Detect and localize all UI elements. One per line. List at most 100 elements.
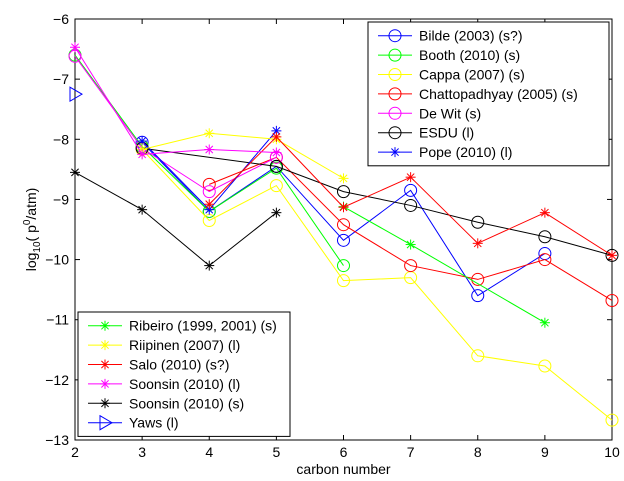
- legend-label: De Wit (s): [419, 105, 481, 121]
- data-point: [471, 215, 485, 229]
- data-point: [271, 207, 282, 218]
- legend-bottom-left: Ribeiro (1999, 2001) (s) Riipinen (2007) …: [77, 311, 291, 437]
- data-point: [605, 248, 619, 262]
- data-point: [539, 207, 550, 218]
- series-salo-2010-s: [204, 131, 617, 261]
- x-tick-label: 5: [272, 444, 280, 460]
- marker-stroke: [608, 251, 616, 260]
- marker-stroke: [71, 168, 79, 177]
- legend-marker: [100, 378, 110, 389]
- data-point: [204, 128, 215, 139]
- data-point: [269, 179, 283, 193]
- data-point: [70, 167, 80, 178]
- legend-item: Booth (2010) (s): [378, 47, 520, 63]
- ticks-layer: 2 3 4 5 6 7 8 9 10 −13 −12 −11 −10 −9 −8 −7 −6: [45, 11, 620, 460]
- data-point: [337, 233, 350, 247]
- data-point: [404, 183, 418, 197]
- y-tick-label: −7: [53, 71, 69, 87]
- marker-stroke: [101, 321, 109, 330]
- data-point: [471, 289, 485, 303]
- legend-marker: [388, 29, 402, 43]
- marker-stroke: [205, 145, 214, 154]
- marker-stroke: [339, 203, 348, 212]
- marker-stroke: [272, 148, 281, 157]
- data-point: [404, 198, 418, 212]
- legend-item: ESDU (l): [378, 125, 474, 141]
- series-soonsin-2010-s: [70, 167, 282, 271]
- legend-item: De Wit (s): [378, 105, 481, 121]
- y-tick-label: −13: [45, 432, 69, 448]
- legend-box: [77, 311, 291, 437]
- marker-stroke: [101, 379, 109, 388]
- data-point: [538, 359, 552, 373]
- series-line: [142, 147, 613, 256]
- legend-item: Chattopadhyay (2005) (s): [378, 86, 578, 102]
- data-point: [70, 42, 80, 53]
- series-line: [74, 171, 277, 267]
- legend-marker: [388, 48, 402, 62]
- data-point: [472, 238, 483, 249]
- legend-item: Bilde (2003) (s?): [378, 28, 523, 44]
- marker-stroke: [272, 132, 281, 141]
- legend-marker: [388, 126, 402, 140]
- marker-stroke: [101, 341, 109, 350]
- legend-label: Chattopadhyay (2005) (s): [419, 86, 578, 102]
- legend-item: Soonsin (2010) (s): [88, 395, 244, 411]
- legend-marker: [388, 87, 402, 101]
- data-point: [204, 199, 215, 210]
- marker-stroke: [473, 239, 482, 248]
- legend-marker: [100, 359, 110, 370]
- legend-marker: [388, 106, 402, 120]
- legend-item: Cappa (2007) (s): [378, 67, 525, 83]
- y-tick-label: −10: [45, 252, 69, 268]
- legend-label: Riipinen (2007) (l): [129, 337, 240, 353]
- marker-stroke: [138, 205, 147, 214]
- data-point: [204, 260, 215, 271]
- legend-item: Ribeiro (1999, 2001) (s): [88, 318, 277, 334]
- marker-stroke: [101, 360, 109, 369]
- y-tick-label: −9: [53, 191, 69, 207]
- marker-stroke: [138, 137, 147, 146]
- marker-stroke: [205, 200, 214, 209]
- x-tick-label: 7: [407, 444, 415, 460]
- marker-stroke: [101, 399, 109, 408]
- legend-label: ESDU (l): [419, 125, 474, 141]
- data-point: [137, 204, 148, 215]
- legend-label: Booth (2010) (s): [419, 47, 520, 63]
- data-point: [137, 149, 148, 160]
- legend-item: Soonsin (2010) (l): [88, 376, 240, 392]
- legend-label: Soonsin (2010) (s): [129, 395, 244, 411]
- marker-stroke: [272, 126, 281, 135]
- x-tick-label: 10: [604, 444, 620, 460]
- data-point: [405, 172, 416, 183]
- data-point: [605, 293, 619, 307]
- legend-label: Cappa (2007) (s): [419, 67, 525, 83]
- x-axis-label: carbon number: [296, 461, 391, 477]
- data-point: [337, 218, 350, 232]
- series-line: [74, 55, 277, 193]
- data-point: [471, 349, 485, 363]
- data-point: [202, 177, 216, 191]
- marker-stroke: [406, 240, 415, 249]
- x-tick-label: 8: [474, 444, 482, 460]
- marker-stroke: [71, 43, 79, 52]
- data-point: [137, 136, 148, 147]
- legend-marker: [390, 147, 400, 158]
- x-tick-label: 6: [340, 444, 348, 460]
- series-layer: [68, 42, 619, 427]
- data-point: [204, 144, 215, 155]
- data-point: [605, 413, 619, 427]
- data-point: [271, 131, 282, 142]
- data-point: [69, 86, 83, 103]
- legend-marker: [100, 320, 110, 331]
- y-tick-label: −12: [45, 372, 69, 388]
- legend-item: Yaws (l): [88, 415, 179, 431]
- data-point: [338, 173, 349, 184]
- data-point: [471, 272, 485, 286]
- y-tick-label: −11: [46, 312, 69, 328]
- y-tick-label: −6: [53, 11, 69, 27]
- legend-label: Soonsin (2010) (l): [129, 376, 240, 392]
- marker-stroke: [205, 129, 214, 138]
- data-point: [271, 147, 282, 158]
